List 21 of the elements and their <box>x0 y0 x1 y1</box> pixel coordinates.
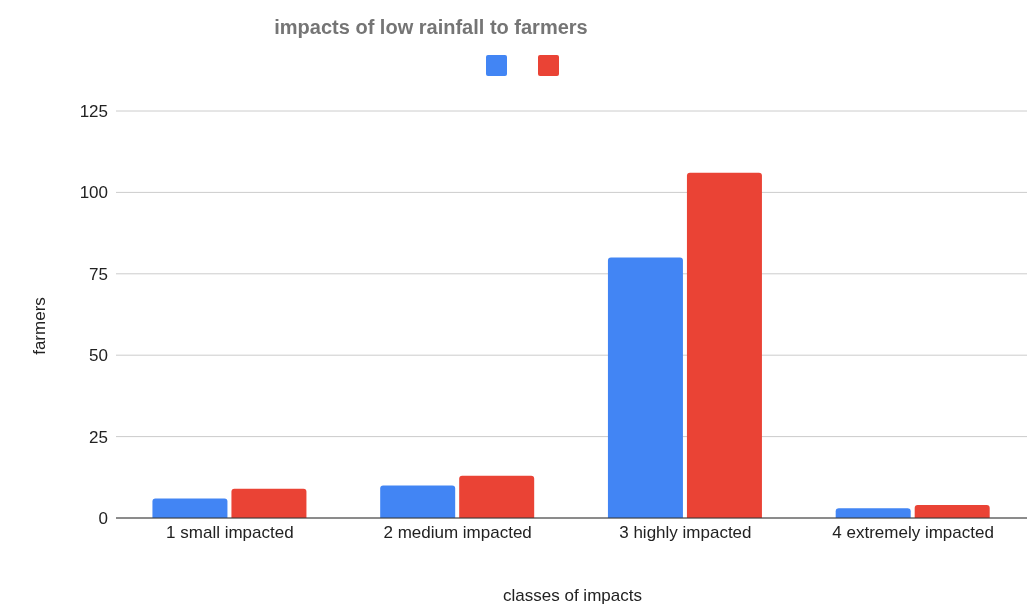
y-tick-label: 0 <box>98 509 108 529</box>
x-tick-label: 1 small impacted <box>166 523 294 543</box>
y-axis-title: farmers <box>30 296 50 357</box>
bar <box>231 488 307 518</box>
x-tick-label: 3 highly impacted <box>619 523 752 543</box>
bar <box>914 504 990 518</box>
bar <box>152 498 228 518</box>
y-tick-label: 125 <box>79 102 108 122</box>
bar <box>835 508 911 518</box>
x-tick-label: 2 medium impacted <box>383 523 532 543</box>
x-axis-title: classes of impacts <box>502 586 643 604</box>
y-tick-label: 75 <box>89 264 108 284</box>
x-tick-label: 4 extremely impacted <box>832 523 994 543</box>
bar <box>380 485 456 518</box>
chart-title: impacts of low rainfall to farmers <box>273 16 589 39</box>
y-tick-label: 25 <box>89 427 108 447</box>
bar <box>686 172 762 518</box>
bar <box>607 257 683 518</box>
y-tick-label: 50 <box>89 346 108 366</box>
y-tick-label: 100 <box>79 183 108 203</box>
bar <box>459 475 535 518</box>
